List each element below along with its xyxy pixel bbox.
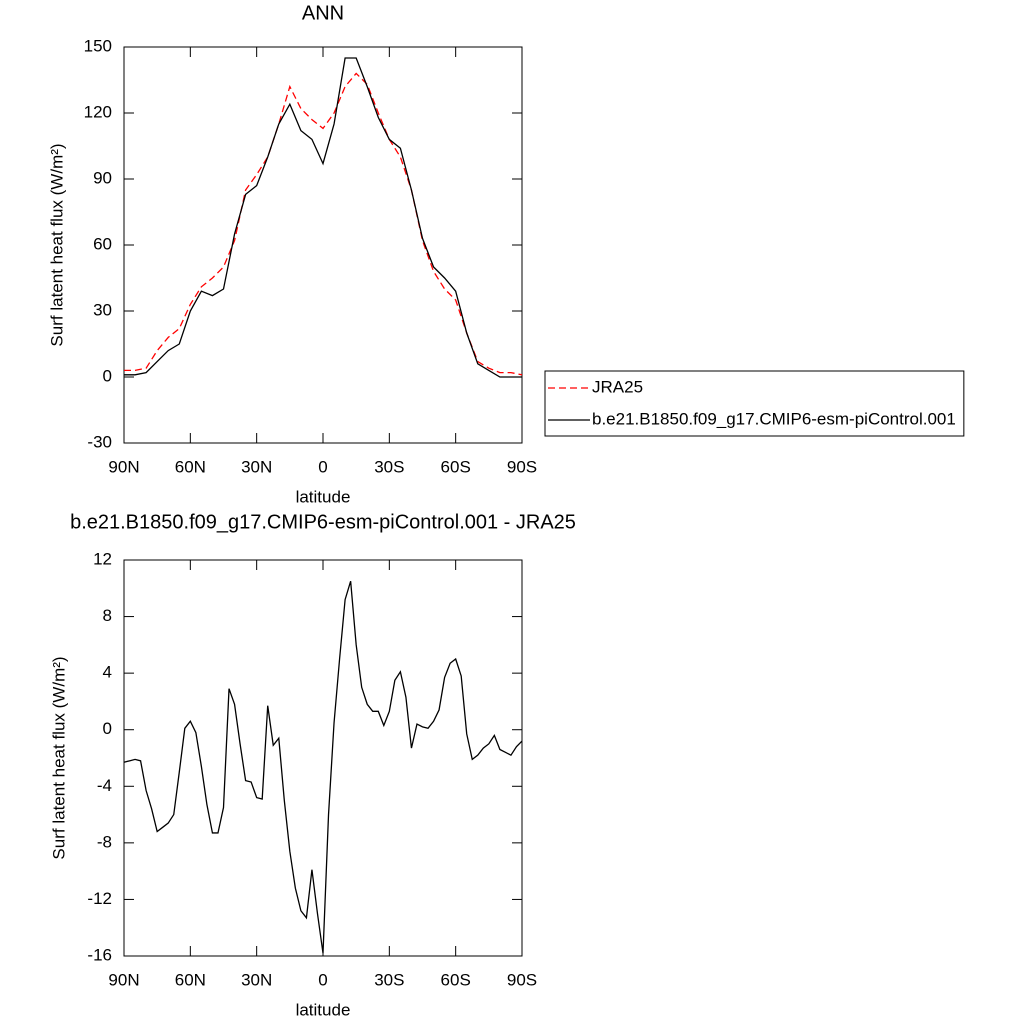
y-tick-label: 90 <box>93 168 112 187</box>
data-line <box>124 72 523 376</box>
y-tick-label: -8 <box>97 832 112 851</box>
x-axis-label: latitude <box>296 1000 351 1019</box>
y-tick-label: 4 <box>103 663 112 682</box>
x-tick-label: 60N <box>175 970 206 989</box>
y-tick-label: 150 <box>84 36 112 55</box>
x-tick-label: 60N <box>175 457 206 476</box>
legend-box <box>544 370 965 437</box>
plot-frame <box>123 559 523 957</box>
x-tick-label: 0 <box>318 457 327 476</box>
y-tick-label: 30 <box>93 300 112 319</box>
data-line <box>123 581 523 954</box>
y-tick-label: 120 <box>84 102 112 121</box>
x-axis-label: latitude <box>296 487 351 506</box>
x-tick-label: 90N <box>108 457 139 476</box>
x-tick-label: 0 <box>318 970 327 989</box>
x-tick-label: 60S <box>441 457 471 476</box>
legend-label: JRA25 <box>592 377 643 396</box>
y-tick-label: -4 <box>97 776 112 795</box>
y-tick-label: -12 <box>87 889 112 908</box>
y-axis-label: Surf latent heat flux (W/m²) <box>49 656 68 859</box>
y-tick-label: 60 <box>93 234 112 253</box>
x-tick-label: 90N <box>108 970 139 989</box>
y-axis-label: Surf latent heat flux (W/m²) <box>47 143 66 346</box>
y-tick-label: -16 <box>87 945 112 964</box>
y-tick-label: 0 <box>103 366 112 385</box>
legend: JRA25 b.e21.B1850.f09_g17.CMIP6-esm-piCon… <box>544 370 965 437</box>
y-tick-label: 12 <box>93 549 112 568</box>
x-tick-label: 60S <box>441 970 471 989</box>
y-tick-label: 0 <box>103 719 112 738</box>
x-tick-label: 30N <box>241 457 272 476</box>
chart-title: ANN <box>302 2 344 24</box>
data-line <box>124 57 522 378</box>
x-tick-label: 30S <box>374 457 404 476</box>
y-tick-label: -30 <box>87 432 112 451</box>
chart-title: b.e21.B1850.f09_g17.CMIP6-esm-piControl.… <box>70 511 576 533</box>
x-tick-label: 90S <box>507 970 537 989</box>
x-tick-label: 90S <box>507 457 537 476</box>
x-tick-label: 30S <box>374 970 404 989</box>
plot-frame <box>123 46 523 444</box>
x-tick-label: 30N <box>241 970 272 989</box>
legend-label: b.e21.B1850.f09_g17.CMIP6-esm-piControl.… <box>592 409 956 428</box>
y-tick-label: 8 <box>103 606 112 625</box>
